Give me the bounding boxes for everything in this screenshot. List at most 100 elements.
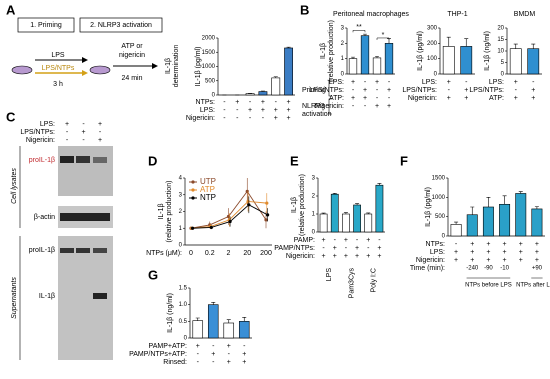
bar [509,48,522,75]
condition-mark: + [363,95,367,102]
y-tick-label: 3 [312,176,316,182]
condition-mark: + [227,343,231,350]
point [266,213,270,217]
blot-band [60,213,110,221]
x-tick-label: 2 [227,250,231,257]
condition-mark: - [356,237,359,244]
y-tick-label: 200 [427,41,438,47]
significance-bracket [376,37,390,40]
condition-mark: - [364,103,367,110]
condition-mark: + [464,87,468,94]
condition-mark: - [388,79,391,86]
bar [450,224,462,237]
y-tick-label: 5 [501,60,505,66]
condition-mark: - [82,137,85,144]
condition-mark: + [81,129,85,136]
bar [360,35,370,75]
legend-label: ATP [200,185,215,194]
error-bar [518,191,523,194]
blot-band [76,156,90,163]
condition-mark: + [196,343,200,350]
y-axis-label: (relative production) [328,20,335,82]
condition-label: NTPs: [196,99,216,106]
error-bar [195,317,200,321]
y-tick-label: 2 [341,41,345,47]
blot-band [76,248,90,253]
time-label: 3 h [53,81,63,88]
error-bar [351,56,355,59]
condition-mark: + [470,249,474,256]
panel-letter: G [148,267,158,282]
band-label: IL-1β [39,293,55,300]
condition-mark: + [98,121,102,128]
stimulus-label: ATP or [121,43,143,50]
condition-mark: + [514,79,518,86]
legend-label: UTP [200,177,216,186]
condition-mark: -90 [484,266,493,272]
condition-mark: + [519,241,523,248]
y-tick-label: 15 [497,37,504,43]
y-tick-label: 1000 [202,64,216,70]
blot-band [60,248,74,253]
y-tick-label: 3 [341,26,345,32]
group-label: Pam3Cys [348,268,355,299]
condition-mark: + [377,245,381,252]
point [264,218,268,222]
condition-mark: + [211,351,215,358]
condition-mark: + [366,253,370,260]
bar [348,58,358,75]
condition-label: Rinsed: [163,359,187,366]
condition-mark: + [287,99,291,106]
panel-letter: F [400,153,408,168]
condition-mark: + [514,95,518,102]
condition-mark: + [519,249,523,256]
condition-mark: + [535,257,539,264]
condition-mark: + [503,257,507,264]
panel-letter: E [290,153,299,168]
bar [223,322,235,339]
condition-mark: + [322,253,326,260]
condition-mark: + [503,241,507,248]
bar [271,77,281,96]
condition-mark: - [364,79,367,86]
condition-label: PAMP/NTPs+ATP: [129,351,187,358]
condition-mark: + [242,359,246,366]
condition-mark: + [274,115,278,122]
arrow-head [82,57,88,63]
condition-mark: + [454,257,458,264]
y-tick-label: 1500 [432,176,446,182]
condition-mark: + [387,103,391,110]
point [209,225,213,230]
group-label: NTPs before LPS [465,283,512,289]
y-tick-label: 20 [497,26,504,32]
y-axis-label: (relative production) [299,174,306,236]
legend-marker [191,180,195,184]
condition-label: LPS: [422,79,437,86]
condition-mark: + [464,95,468,102]
condition-mark: + [355,245,359,252]
y-axis-label: IL-1β (ng/ml) [167,293,174,333]
condition-mark: + [447,95,451,102]
condition-mark: + [447,79,451,86]
band-label: proIL-1β [29,157,55,164]
significance-bracket [352,30,366,33]
condition-label: PAMP/NTPs: [274,245,315,252]
bar [364,213,373,233]
y-tick-label: 1 [341,56,345,62]
condition-mark: + [344,253,348,260]
condition-mark: + [531,87,535,94]
y-tick-label: 2 [312,194,316,200]
readout-label: IL-1β [165,58,172,74]
x-tick-label: 0.2 [205,250,215,257]
y-tick-label: 2000 [202,36,216,42]
side-label: activation [302,111,332,118]
condition-mark: + [377,253,381,260]
condition-mark: - [465,79,468,86]
condition-mark: - [82,121,85,128]
y-tick-label: 0 [212,93,216,99]
condition-label: LPS: [329,79,344,86]
condition-mark: +90 [532,266,543,272]
error-bar [332,193,337,195]
y-axis-label: IL-1β (pg/ml) [195,47,202,87]
